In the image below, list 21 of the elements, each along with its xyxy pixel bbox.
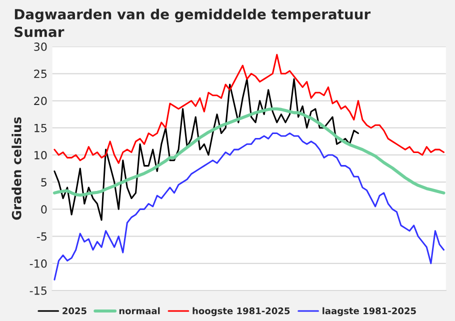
line-series (52, 107, 446, 197)
chart-title: Dagwaarden van de gemiddelde temperatuur (14, 8, 371, 22)
line-series (54, 54, 445, 164)
y-tick-label: 10 (34, 150, 47, 160)
line-series (54, 78, 359, 221)
legend-label: normaal (119, 307, 160, 314)
y-tick-label: -15 (30, 286, 46, 295)
chart-subtitle: Sumar (14, 26, 64, 38)
y-tick-label: 0 (41, 205, 47, 214)
legend-label: hoogste 1981-2025 (192, 307, 290, 316)
y-tick-label: 30 (34, 42, 47, 51)
y-tick-label: 25 (34, 70, 46, 78)
y-tick-label: -10 (30, 259, 47, 268)
y-tick-label: 5 (41, 178, 46, 186)
legend-label: laagste 1981-2025 (322, 307, 416, 316)
legend-label: 2025 (62, 307, 86, 314)
line-series (54, 132, 445, 280)
y-tick-label: -5 (36, 232, 46, 241)
y-tick-label: 20 (34, 96, 47, 106)
y-tick-label: 15 (34, 124, 46, 132)
y-axis-title: Graden celsius (12, 117, 22, 220)
